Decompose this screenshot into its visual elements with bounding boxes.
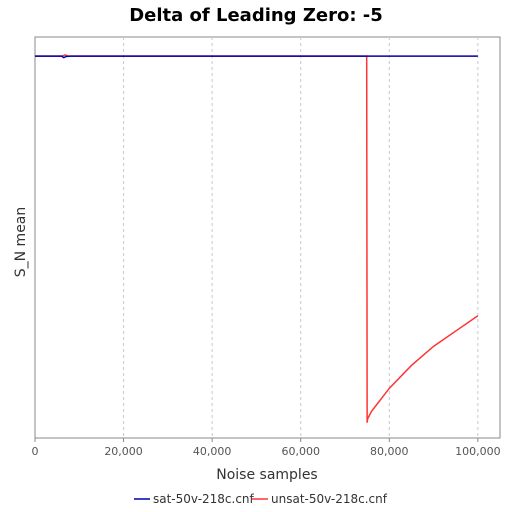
x-axis-label: Noise samples	[216, 467, 317, 483]
legend: sat-50v-218c.cnf unsat-50v-218c.cnf	[134, 492, 388, 506]
grid	[123, 37, 479, 438]
x-tick-label: 40,000	[193, 445, 232, 458]
x-tick-label: 80,000	[370, 445, 409, 458]
series-line-unsat	[35, 54, 479, 423]
series-layer	[35, 54, 479, 423]
x-tick-label: 60,000	[281, 445, 320, 458]
x-tick-label: 0	[32, 445, 39, 458]
legend-label-sat: sat-50v-218c.cnf	[153, 492, 255, 506]
series-line-sat	[35, 55, 478, 59]
plot-area	[34, 36, 501, 439]
y-axis-label: S_N mean	[13, 207, 29, 278]
legend-label-unsat: unsat-50v-218c.cnf	[271, 492, 388, 506]
chart-title: Delta of Leading Zero: -5	[129, 5, 383, 26]
x-axis-ticks: 0 20,000 40,000 60,000 80,000 100,000	[32, 438, 501, 458]
x-tick-label: 20,000	[104, 445, 143, 458]
x-tick-label: 100,000	[455, 445, 501, 458]
